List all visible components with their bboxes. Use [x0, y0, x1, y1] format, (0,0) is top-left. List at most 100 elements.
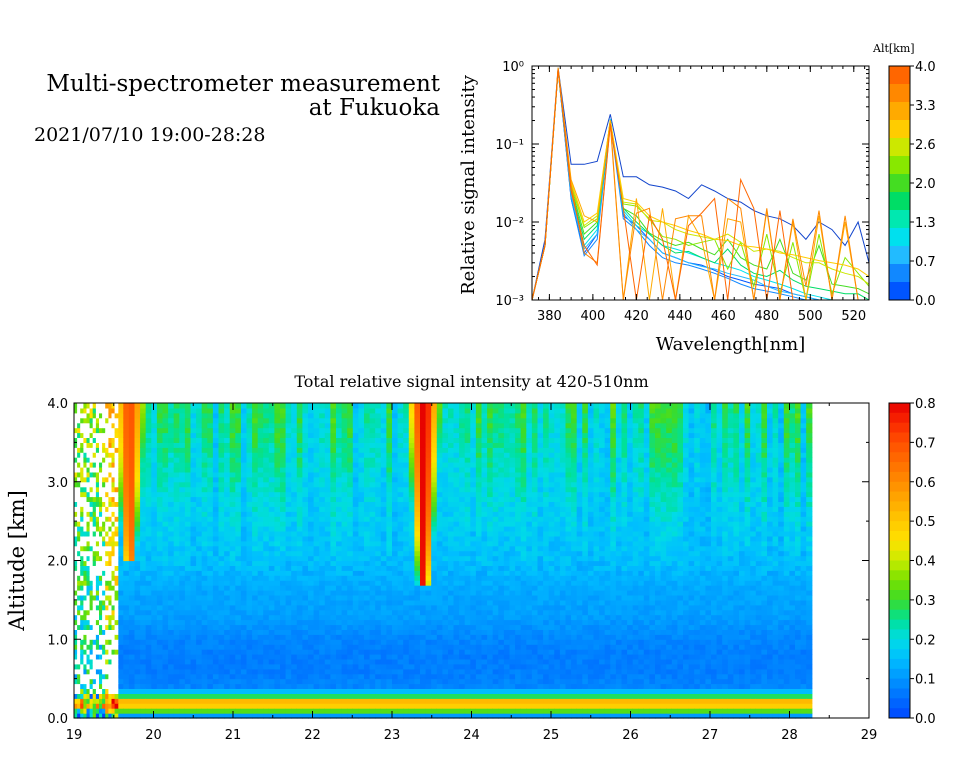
altitude-colorbar-tick-label: 0.0: [915, 294, 936, 309]
heatmap-cell: [358, 516, 365, 522]
heatmap-cell: [151, 427, 158, 434]
heatmap-cell: [526, 609, 533, 616]
heatmap-cell: [246, 422, 253, 429]
heatmap-cell: [296, 403, 303, 409]
heatmap-cell: [515, 521, 522, 527]
heatmap-cell: [252, 511, 259, 517]
heatmap-cell: [319, 649, 326, 655]
heatmap-cell: [168, 580, 175, 586]
heatmap-cell: [403, 427, 410, 434]
heatmap-cell: [459, 609, 466, 616]
heatmap-cell: [201, 624, 208, 630]
heatmap-cell: [487, 516, 494, 522]
heatmap-cell: [481, 486, 488, 493]
heatmap-cell: [229, 624, 236, 630]
heatmap-cell: [375, 427, 382, 434]
heatmap-cell: [431, 609, 438, 616]
heatmap-cell: [408, 673, 415, 680]
heatmap-cell: [425, 555, 432, 562]
heatmap-cell: [475, 417, 483, 424]
heatmap-cell: [179, 467, 186, 473]
heatmap-cell: [201, 673, 208, 680]
heatmap-cell: [392, 649, 399, 655]
altitude-colorbar-segment: [889, 282, 910, 301]
heatmap-cell: [151, 447, 158, 453]
heatmap-cell: [128, 663, 136, 670]
heatmap-cell: [375, 422, 382, 429]
heatmap-cell: [431, 462, 438, 468]
heatmap-cell: [492, 407, 499, 414]
heatmap-cell: [498, 654, 505, 660]
heatmap-cell: [280, 614, 287, 621]
heatmap-cell: [498, 698, 505, 704]
heatmap-cell: [257, 467, 264, 473]
heatmap-cell: [526, 407, 533, 414]
heatmap-cell: [487, 658, 494, 665]
heatmap-cell: [190, 491, 197, 498]
heatmap-cell: [173, 693, 180, 699]
heatmap-cell: [459, 417, 466, 424]
heatmap-cell: [173, 432, 180, 438]
heatmap-cell: [436, 624, 443, 630]
heatmap-cell: [352, 629, 359, 635]
heatmap-cell: [319, 486, 326, 493]
heatmap-cell: [436, 688, 443, 694]
heatmap-cell: [397, 634, 404, 640]
heatmap-cell: [235, 462, 242, 468]
heatmap-cell: [481, 516, 488, 522]
heatmap-cell: [246, 570, 253, 576]
heatmap-cell: [347, 540, 354, 547]
heatmap-cell: [252, 585, 259, 591]
heatmap-cell: [352, 614, 359, 621]
heatmap-cell: [257, 526, 264, 532]
heatmap-cell: [156, 693, 164, 699]
heatmap-cell: [151, 496, 158, 502]
heatmap-cell: [224, 565, 231, 571]
heatmap-cell: [313, 619, 320, 626]
heatmap-cell: [470, 683, 477, 689]
heatmap-cell: [397, 688, 404, 694]
heatmap-cell: [498, 550, 505, 557]
heatmap-cell: [285, 703, 292, 709]
heatmap-cell: [369, 545, 376, 552]
heatmap-cell: [212, 693, 220, 699]
heatmap-cell: [145, 595, 152, 601]
heatmap-cell: [453, 437, 460, 443]
heatmap-cell: [207, 580, 214, 586]
heatmap-cell: [268, 614, 275, 621]
heatmap-cell: [475, 442, 483, 448]
heatmap-cell: [341, 516, 348, 522]
heatmap-cell: [330, 462, 337, 468]
heatmap-cell: [487, 417, 494, 424]
heatmap-cell: [162, 437, 169, 443]
heatmap-cell: [420, 688, 427, 694]
heatmap-cell: [408, 663, 415, 670]
heatmap-cell: [128, 678, 136, 685]
heatmap-cell: [168, 683, 175, 689]
heatmap-cell: [246, 407, 253, 414]
heatmap-cell: [302, 526, 309, 532]
heatmap-cell: [352, 427, 359, 434]
heatmap-cell: [330, 540, 337, 547]
heatmap-cell: [179, 555, 186, 562]
heatmap-cell: [162, 526, 169, 532]
heatmap-cell: [168, 531, 175, 537]
heatmap-cell: [481, 403, 488, 409]
heatmap-cell: [173, 668, 180, 675]
heatmap-cell: [291, 599, 298, 606]
heatmap-cell: [403, 609, 410, 616]
heatmap-cell: [117, 585, 124, 591]
heatmap-cell: [531, 516, 539, 522]
heatmap-cell: [408, 693, 415, 699]
heatmap-cell: [173, 609, 180, 616]
heatmap-cell: [386, 412, 393, 419]
heatmap-cell: [212, 673, 220, 680]
heatmap-cell: [358, 575, 365, 581]
heatmap-cell: [464, 442, 471, 448]
heatmap-cell: [212, 614, 220, 621]
heatmap-cell: [308, 486, 315, 493]
heatmap-cell: [246, 447, 253, 453]
heatmap-cell: [235, 624, 242, 630]
heatmap-cell: [212, 521, 220, 527]
heatmap-cell: [336, 432, 343, 438]
